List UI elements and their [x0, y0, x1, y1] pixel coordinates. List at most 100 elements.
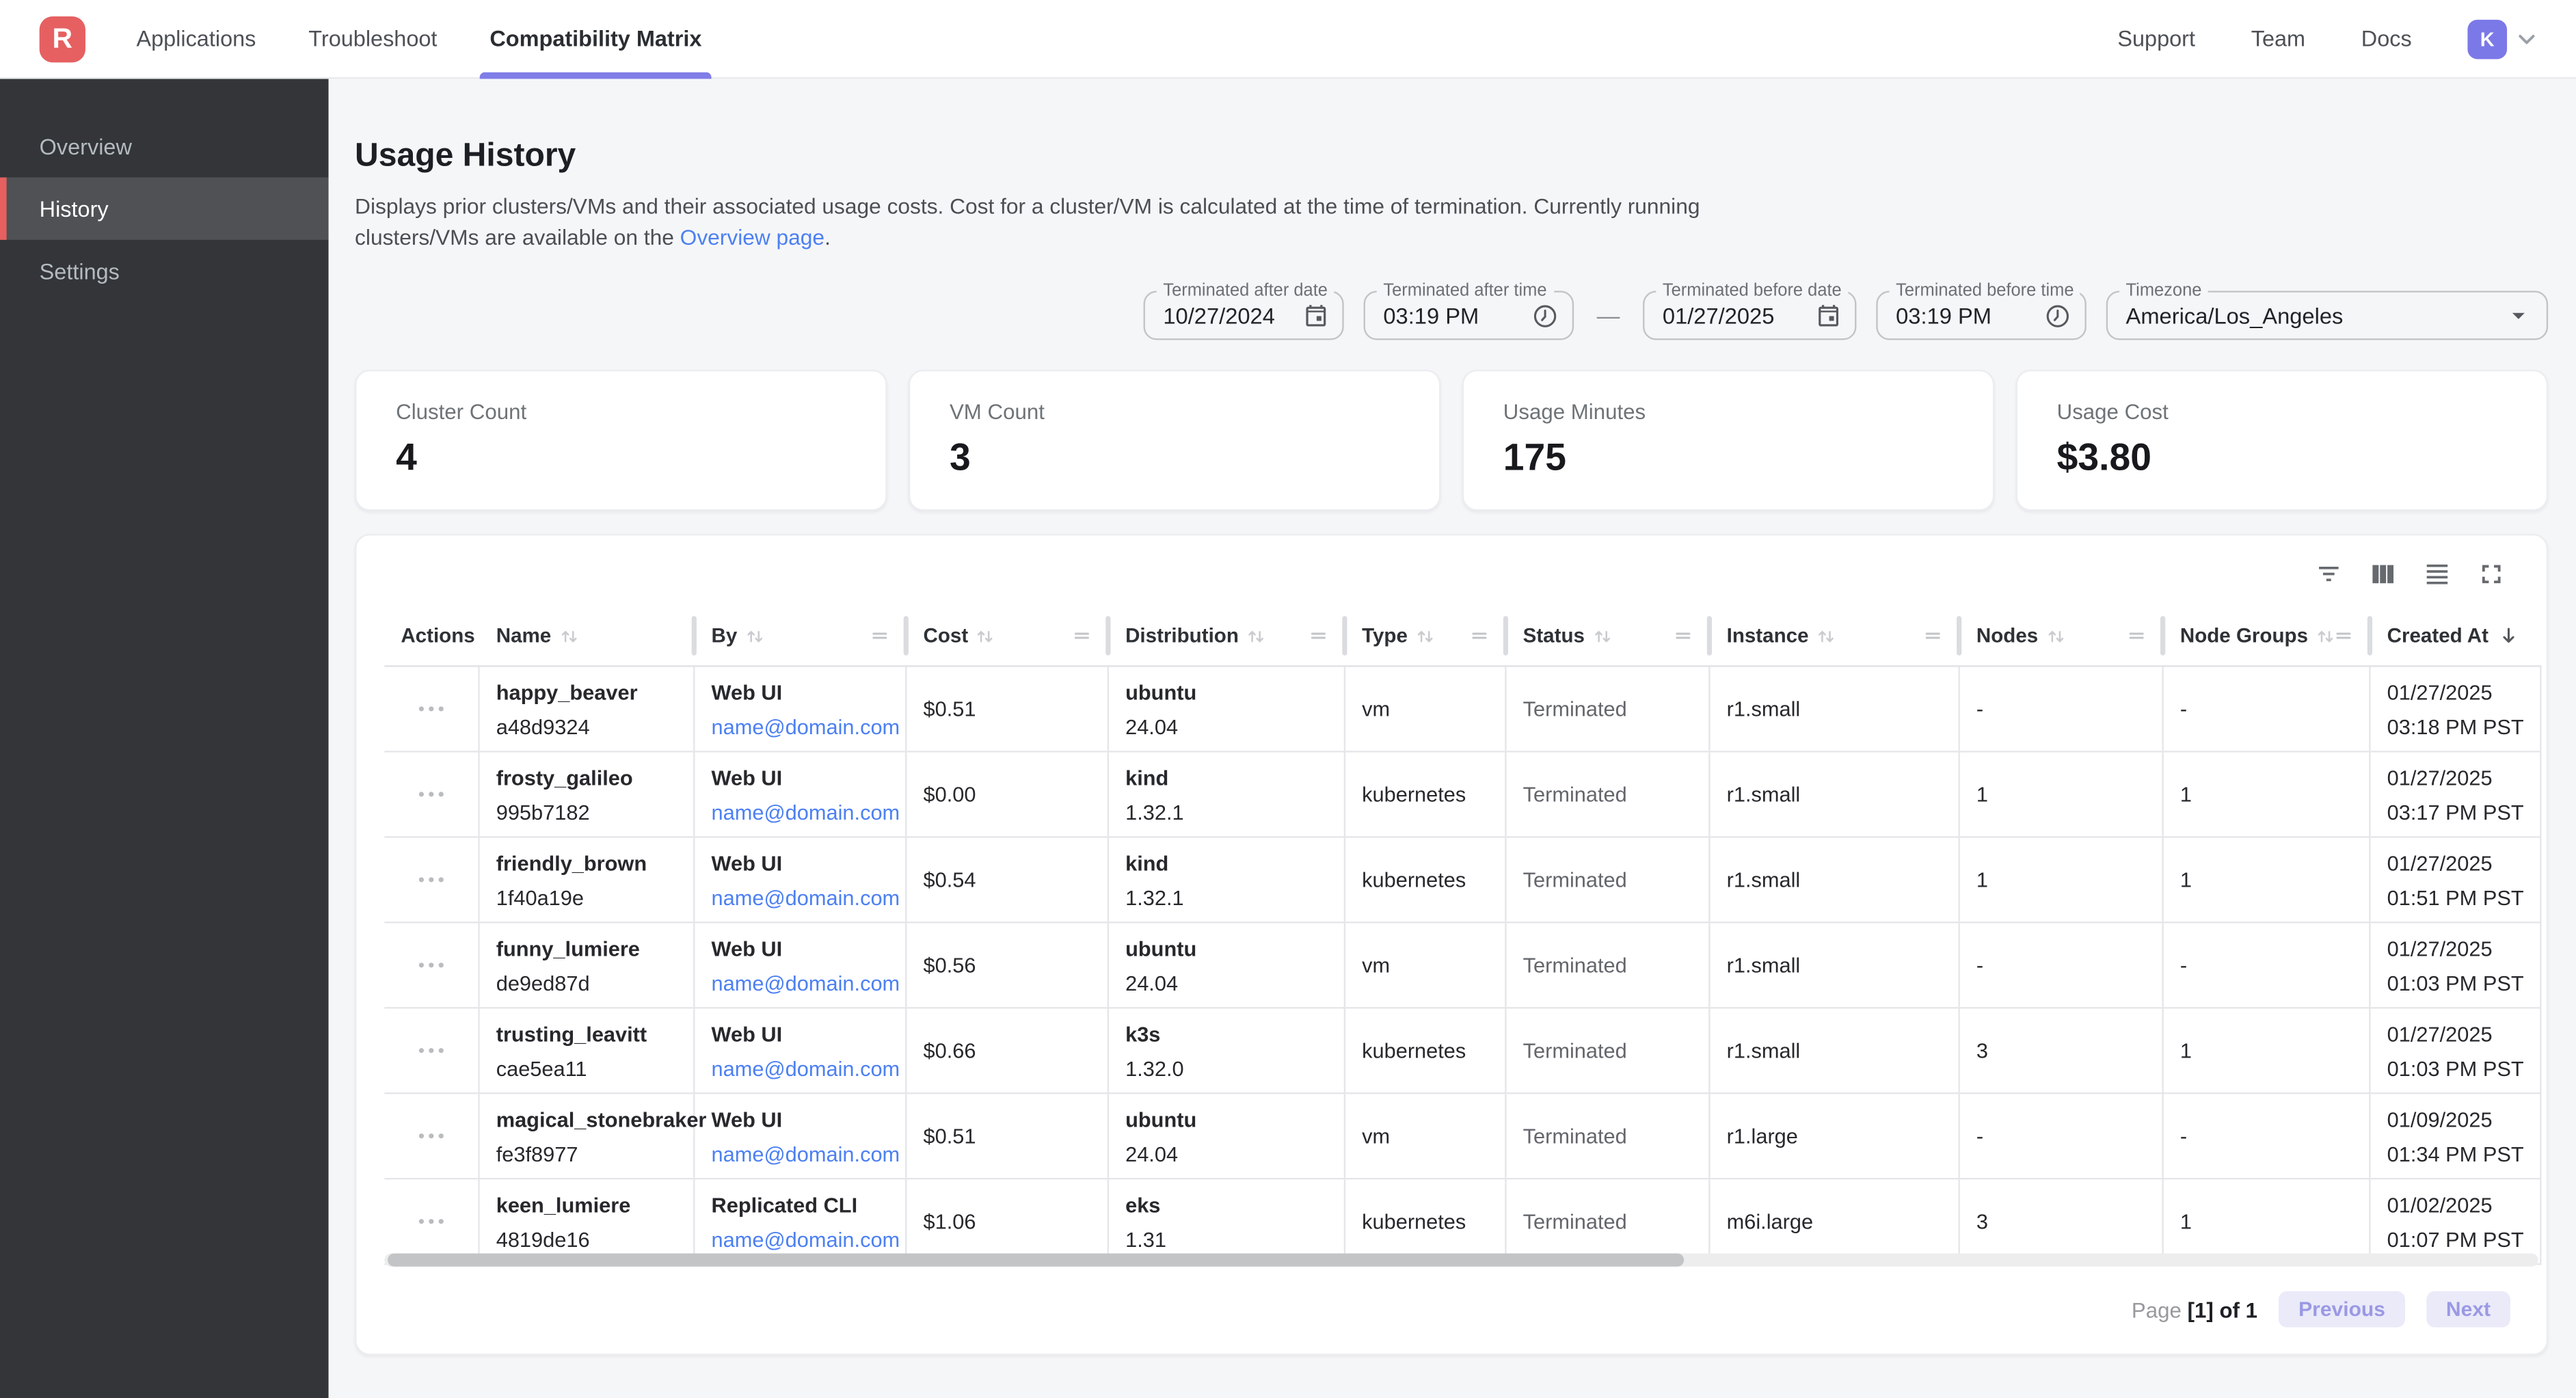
cell-line2: cae5ea11	[496, 1055, 587, 1081]
column-resize-handle[interactable]	[1957, 616, 1962, 656]
cell-actions	[384, 923, 480, 1008]
cell-value: kubernetes	[1362, 781, 1466, 807]
columns-button[interactable]	[2359, 550, 2405, 596]
column-header-distribution[interactable]: Distribution	[1109, 606, 1347, 666]
terminated-after-date-field[interactable]: Terminated after date 10/27/2024	[1143, 280, 1344, 340]
email-link[interactable]: name@domain.com	[711, 970, 900, 995]
column-header-by[interactable]: By	[695, 606, 909, 666]
previous-page-button[interactable]: Previous	[2279, 1291, 2405, 1328]
nav-link-docs[interactable]: Docs	[2361, 26, 2412, 51]
cell-value: r1.small	[1726, 867, 1801, 892]
email-link[interactable]: name@domain.com	[711, 799, 900, 824]
filter-button[interactable]	[2305, 550, 2350, 596]
cell-line1: keen_lumiere	[496, 1192, 631, 1217]
cell-value: 1	[1976, 781, 1989, 807]
email-link[interactable]: name@domain.com	[711, 714, 900, 739]
row-actions-button[interactable]	[410, 869, 453, 891]
terminated-before-date-field[interactable]: Terminated before date 01/27/2025	[1643, 280, 1857, 340]
cell-line2: 1f40a19e	[496, 885, 584, 910]
column-resize-handle[interactable]	[2160, 616, 2166, 656]
column-resize-handle[interactable]	[691, 616, 697, 656]
terminated-after-time-field[interactable]: Terminated after time 03:19 PM	[1363, 280, 1574, 340]
column-header-status[interactable]: Status	[1507, 606, 1712, 666]
column-header-node-groups[interactable]: Node Groups	[2164, 606, 2373, 666]
column-resize-handle[interactable]	[1503, 616, 1509, 656]
cell-nodes: -	[1960, 1094, 2164, 1178]
column-header-nodes[interactable]: Nodes	[1960, 606, 2166, 666]
column-header-type[interactable]: Type	[1345, 606, 1509, 666]
cell-distribution: eks 1.31	[1109, 1179, 1346, 1263]
stat-cards: Cluster Count 4 VM Count 3 Usage Minutes 175 U…	[355, 369, 2549, 511]
row-actions-button[interactable]	[410, 1125, 453, 1147]
row-actions-button[interactable]	[410, 1210, 453, 1233]
cell-line1: kind	[1125, 764, 1169, 790]
cell-line1: 01/09/2025	[2387, 1106, 2493, 1131]
terminated-before-time-field-value: 03:19 PM	[1896, 303, 1991, 328]
user-menu[interactable]: K	[2467, 18, 2540, 59]
cell-line1: 01/27/2025	[2387, 1021, 2493, 1046]
cell-line2: 01:03 PM PST	[2387, 970, 2524, 995]
stat-label: Usage Minutes	[1503, 399, 1646, 424]
cell-actions	[384, 1094, 480, 1178]
row-actions-button[interactable]	[410, 698, 453, 721]
column-header-instance[interactable]: Instance	[1710, 606, 1962, 666]
tab-applications[interactable]: Applications	[136, 26, 256, 51]
table-row: friendly_brown 1f40a19e Web UI name@domain.…	[384, 837, 2542, 924]
sort-icon	[973, 623, 997, 648]
cell-line2: 01:07 PM PST	[2387, 1226, 2524, 1251]
column-resize-handle[interactable]	[2367, 616, 2373, 656]
terminated-before-time-field[interactable]: Terminated before time 03:19 PM	[1876, 280, 2087, 340]
cell-line2: 01:34 PM PST	[2387, 1140, 2524, 1166]
calendar-icon	[1815, 302, 1841, 328]
row-actions-button[interactable]	[410, 1039, 453, 1062]
clock-icon	[2043, 301, 2071, 330]
density-button[interactable]	[2413, 550, 2459, 596]
main-content: Usage History Displays prior clusters/VM…	[328, 79, 2576, 1398]
sidebar-item-history[interactable]: History	[0, 177, 329, 240]
row-actions-button[interactable]	[410, 954, 453, 976]
fullscreen-button[interactable]	[2467, 550, 2513, 596]
column-resize-handle[interactable]	[1706, 616, 1712, 656]
overview-page-link[interactable]: Overview page	[680, 224, 825, 250]
cell-value: -	[2179, 952, 2188, 978]
tab-troubleshoot[interactable]: Troubleshoot	[308, 26, 438, 51]
cell-line1: eks	[1125, 1192, 1161, 1217]
cell-type: vm	[1345, 923, 1507, 1008]
replicated-logo[interactable]: R	[39, 15, 85, 62]
cell-value: -	[2179, 1123, 2188, 1148]
column-header-created-at[interactable]: Created At	[2371, 606, 2542, 666]
cell-value: r1.small	[1726, 781, 1801, 807]
email-link[interactable]: name@domain.com	[711, 885, 900, 910]
sidebar-item-overview[interactable]: Overview	[39, 133, 132, 159]
horizontal-scrollbar-thumb[interactable]	[388, 1253, 1685, 1267]
sidebar-item-settings[interactable]: Settings	[39, 258, 120, 284]
cell-cost: $1.06	[907, 1179, 1110, 1263]
terminated-after-date-field-label: Terminated after date	[1156, 280, 1334, 301]
column-header-name[interactable]: Name	[480, 606, 697, 666]
cell-type: kubernetes	[1345, 1008, 1507, 1093]
cell-type: kubernetes	[1345, 837, 1507, 922]
column-resize-handle[interactable]	[903, 616, 909, 656]
column-header-cost[interactable]: Cost	[907, 606, 1111, 666]
row-actions-button[interactable]	[410, 783, 453, 806]
sort-icon	[2043, 623, 2067, 648]
cell-line1: friendly_brown	[496, 850, 647, 875]
next-page-button[interactable]: Next	[2426, 1291, 2510, 1328]
tab-compatibility-matrix[interactable]: Compatibility Matrix	[464, 0, 728, 79]
sort-icon	[1589, 623, 1614, 648]
timezone-select[interactable]: Timezone America/Los_Angeles	[2106, 280, 2549, 340]
cell-distribution: kind 1.32.1	[1109, 837, 1346, 922]
sort-icon	[1814, 623, 1838, 648]
cell-value: Terminated	[1522, 1038, 1627, 1063]
nav-link-team[interactable]: Team	[2251, 26, 2306, 51]
email-link[interactable]: name@domain.com	[711, 1140, 900, 1166]
email-link[interactable]: name@domain.com	[711, 1226, 900, 1251]
column-resize-handle[interactable]	[1105, 616, 1111, 656]
cell-status: Terminated	[1507, 837, 1710, 922]
cell-value: $0.56	[923, 952, 976, 978]
avatar[interactable]: K	[2467, 18, 2508, 59]
nav-link-support[interactable]: Support	[2117, 26, 2196, 51]
email-link[interactable]: name@domain.com	[711, 1055, 900, 1081]
column-resize-handle[interactable]	[1342, 616, 1347, 656]
cell-line1: Replicated CLI	[711, 1192, 858, 1217]
